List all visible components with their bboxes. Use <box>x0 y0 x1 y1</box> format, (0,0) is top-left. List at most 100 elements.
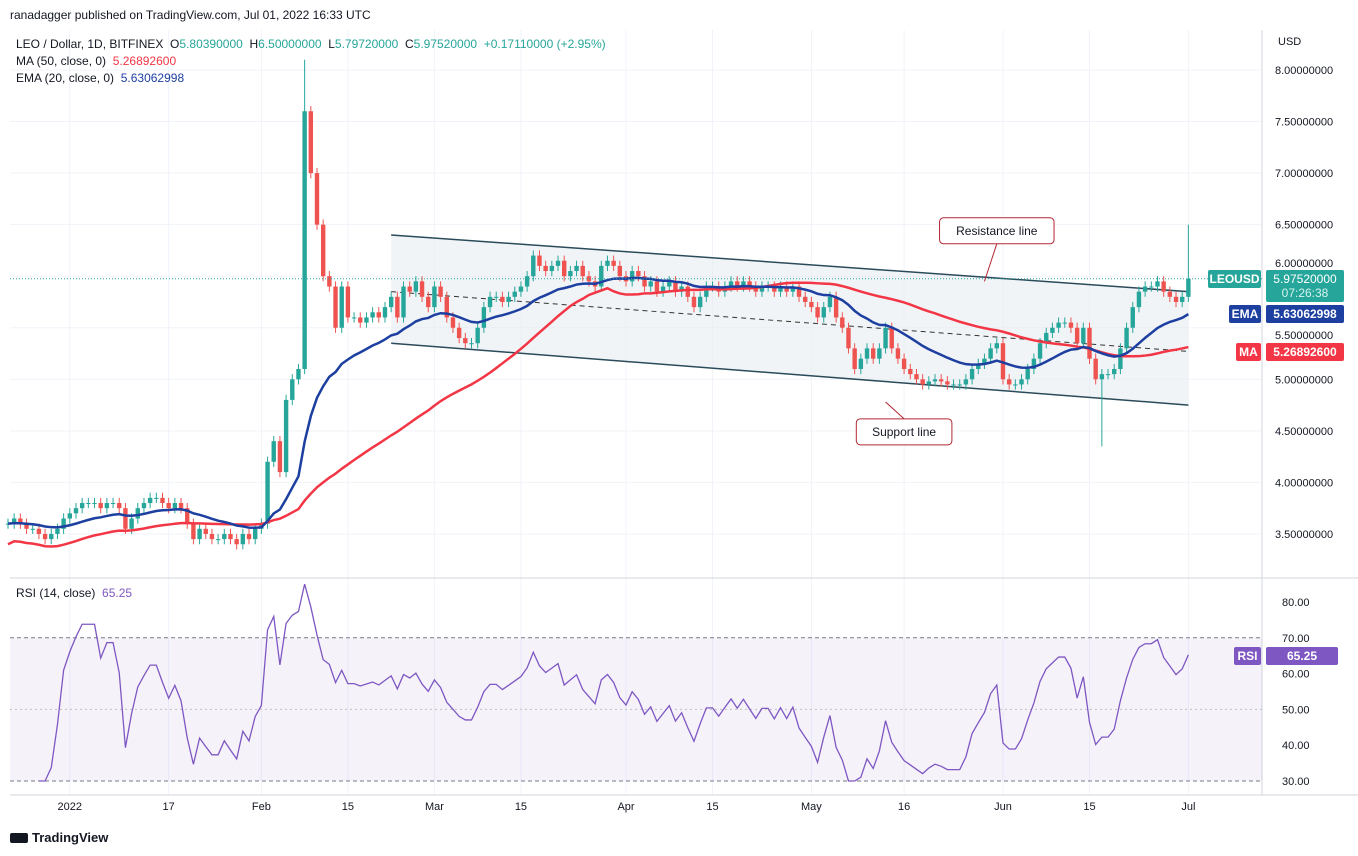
candle-body <box>98 503 103 509</box>
close-label: C <box>404 37 414 51</box>
candle-body <box>691 296 697 308</box>
candle-body <box>154 497 159 499</box>
rsi-tick-label: 30.00 <box>1282 776 1310 788</box>
change-value: +0.17110000 (+2.95%) <box>483 37 606 51</box>
candle-body <box>728 281 734 287</box>
rsi-value: 65.25 <box>102 586 133 600</box>
candle-body <box>599 265 604 287</box>
price-badge: 5.97520000 <box>1273 272 1337 286</box>
annotation-pointer <box>885 401 905 420</box>
candle-body <box>481 307 487 328</box>
candle-body <box>1167 291 1173 297</box>
candle-body <box>469 343 474 345</box>
candle-body <box>772 286 777 292</box>
candle-body <box>1180 296 1185 302</box>
candle-body <box>524 276 530 287</box>
price-badge-bg <box>1266 270 1344 302</box>
candle-body <box>339 286 344 328</box>
countdown: 07:26:38 <box>1282 286 1329 300</box>
candle-body <box>215 539 221 541</box>
candle-body <box>1056 322 1061 328</box>
candle-body <box>537 255 542 266</box>
candle-body <box>413 281 419 292</box>
candle-body <box>67 513 72 519</box>
candle-body <box>1062 322 1067 324</box>
candle-body <box>531 255 536 277</box>
candle-body <box>586 276 592 282</box>
ema-value: 5.63062998 <box>120 71 185 85</box>
y-tick-label: 6.50000000 <box>1275 220 1333 232</box>
candle-body <box>957 384 962 386</box>
candle-body <box>178 503 184 509</box>
candle-body <box>351 317 357 319</box>
close-value: 5.97520000 <box>413 37 478 51</box>
rsi-label[interactable]: RSI (14, close) <box>16 586 96 600</box>
x-tick-label: 15 <box>342 801 354 813</box>
candle-body <box>388 296 394 308</box>
ma-value-badge: 5.26892600 <box>1273 345 1337 359</box>
y-tick-label: 7.00000000 <box>1275 168 1333 180</box>
candle-body <box>778 286 783 292</box>
candle-body <box>549 265 555 272</box>
candle-body <box>1136 291 1142 308</box>
candle-body <box>147 497 153 504</box>
y-tick-label: 6.00000000 <box>1275 258 1333 270</box>
candle-body <box>191 523 196 540</box>
candle-body <box>1124 327 1129 349</box>
symbol-badge: LEOUSD <box>1209 272 1259 286</box>
candle-body <box>648 281 653 287</box>
rsi-badge: RSI <box>1237 649 1257 663</box>
candle-body <box>494 296 499 298</box>
candle-body <box>562 260 567 277</box>
candle-body <box>642 276 647 287</box>
low-label: L <box>328 37 335 51</box>
y-tick-label: 4.00000000 <box>1275 477 1333 489</box>
candle-body <box>667 281 672 287</box>
candle-body <box>920 379 925 385</box>
open-label: O <box>170 37 180 51</box>
candle-body <box>92 503 97 505</box>
high-value: 6.50000000 <box>258 37 322 51</box>
candle-body <box>1068 322 1074 328</box>
support-line <box>391 342 1189 406</box>
candle-body <box>895 348 901 359</box>
ma-label[interactable]: MA (50, close, 0) <box>16 54 107 68</box>
candle-body <box>938 379 944 382</box>
resistance-line <box>391 234 1189 293</box>
rsi-line <box>38 583 1189 782</box>
candle-body <box>883 327 888 349</box>
tradingview-logo[interactable]: TradingView <box>10 830 108 845</box>
candle-body <box>382 307 388 318</box>
candle-body <box>296 368 301 380</box>
annotation-label: Resistance line <box>956 224 1038 238</box>
candle-body <box>129 518 134 529</box>
candle-body <box>135 508 140 519</box>
x-tick-label: Feb <box>252 801 271 813</box>
candle-body <box>401 286 406 318</box>
candle-body <box>697 296 703 308</box>
y-tick-label: 8.00000000 <box>1275 65 1333 77</box>
symbol-label[interactable]: LEO / Dollar, 1D, BITFINEX <box>16 37 164 51</box>
candle-body <box>456 327 462 339</box>
x-tick-label: May <box>801 801 822 813</box>
candle-body <box>209 533 215 540</box>
candle-body <box>1037 343 1043 359</box>
x-tick-label: Apr <box>617 801 634 813</box>
candle-body <box>574 265 579 272</box>
candle-body <box>790 286 796 292</box>
ma-value-badge-bg <box>1266 343 1344 361</box>
candle-body <box>265 461 270 524</box>
candle-body <box>951 384 956 386</box>
candle-body <box>370 312 375 318</box>
annotation-pointer <box>983 243 998 282</box>
candle-body <box>364 317 369 323</box>
candle-body <box>79 503 85 509</box>
rsi-legend: RSI (14, close) 65.25 <box>16 585 132 602</box>
candle-body <box>803 296 808 302</box>
ma50-line <box>7 281 1189 548</box>
candle-body <box>945 381 950 385</box>
candle-body <box>24 523 29 529</box>
x-tick-label: 15 <box>515 801 527 813</box>
ema-label[interactable]: EMA (20, close, 0) <box>16 71 115 85</box>
